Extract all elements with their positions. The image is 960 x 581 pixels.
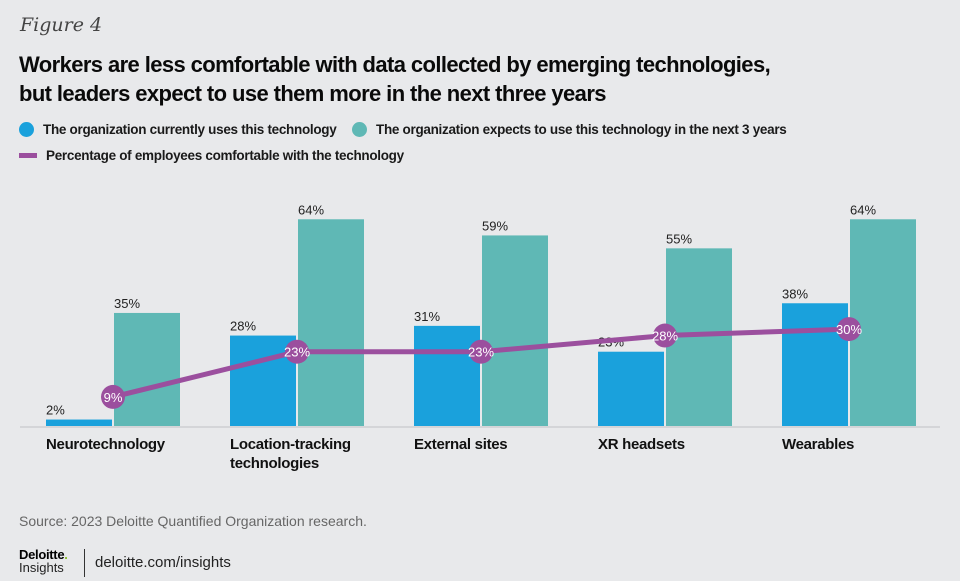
- category-label: Location-tracking: [230, 436, 351, 453]
- bar-current: [230, 335, 296, 426]
- legend-swatch-expected: [352, 122, 367, 137]
- comfort-value-label: 28%: [652, 329, 678, 344]
- source-note: Source: 2023 Deloitte Quantified Organiz…: [19, 513, 367, 529]
- comfort-point: [469, 339, 493, 364]
- category-label: technologies: [230, 455, 319, 472]
- legend-swatch-comfort: [19, 153, 37, 158]
- comfort-point: [101, 384, 125, 409]
- legend-label-expected: The organization expects to use this tec…: [376, 122, 787, 137]
- deloitte-logo: Deloitte. Insights: [19, 548, 68, 574]
- comfort-point: [653, 323, 677, 348]
- legend-item-current: The organization currently uses this tec…: [19, 122, 337, 137]
- brand-divider: [84, 549, 85, 577]
- bar-value-label: 55%: [666, 231, 692, 246]
- brand-name: Deloitte: [19, 547, 65, 562]
- bar-value-label: 64%: [850, 202, 876, 217]
- legend-item-expected: The organization expects to use this tec…: [352, 122, 787, 137]
- bar-current: [414, 325, 480, 426]
- bar-current: [782, 303, 848, 426]
- bar-current: [598, 351, 664, 426]
- legend-label-comfort: Percentage of employees comfortable with…: [46, 148, 404, 163]
- category-label: Wearables: [782, 436, 854, 453]
- legend-label-current: The organization currently uses this tec…: [43, 122, 337, 137]
- bar-value-label: 64%: [298, 202, 324, 217]
- category-label: Neurotechnology: [46, 436, 166, 453]
- category-label: External sites: [414, 436, 507, 453]
- bar-expected: [482, 235, 548, 426]
- bar-value-label: 59%: [482, 218, 508, 233]
- comfort-value-label: 23%: [468, 345, 494, 360]
- category-label: XR headsets: [598, 436, 685, 453]
- bar-value-label: 38%: [782, 286, 808, 301]
- legend-swatch-current: [19, 122, 34, 137]
- chart-plot: 2% 28% 31% 23% 38% 35% 64% 59% 55% 64% Neurotechno…: [20, 202, 940, 472]
- comfort-value-label: 30%: [836, 322, 862, 337]
- chart-title: Workers are less comfortable with data c…: [19, 50, 819, 108]
- comfort-point: [837, 317, 861, 342]
- bar-value-label: 31%: [414, 309, 440, 324]
- bar-value-label: 2%: [46, 403, 65, 418]
- title-line-1: Workers are less comfortable with data c…: [19, 52, 771, 77]
- bar-expected: [298, 219, 364, 426]
- legend-item-comfort: Percentage of employees comfortable with…: [19, 148, 404, 163]
- comfort-point: [285, 339, 309, 364]
- bar-value-label: 28%: [230, 319, 256, 334]
- bar-expected: [850, 219, 916, 426]
- bar-expected: [114, 312, 180, 426]
- title-line-2: but leaders expect to use them more in t…: [19, 81, 607, 106]
- bar-current: [46, 419, 112, 426]
- comfort-value-label: 23%: [284, 345, 310, 360]
- brand-dot: .: [64, 547, 68, 562]
- brand-url: deloitte.com/insights: [95, 554, 231, 571]
- brand-sub: Insights: [19, 560, 64, 575]
- comfort-value-label: 9%: [104, 390, 123, 405]
- figure-label: Figure 4: [20, 14, 103, 36]
- bar-value-label: 35%: [114, 296, 140, 311]
